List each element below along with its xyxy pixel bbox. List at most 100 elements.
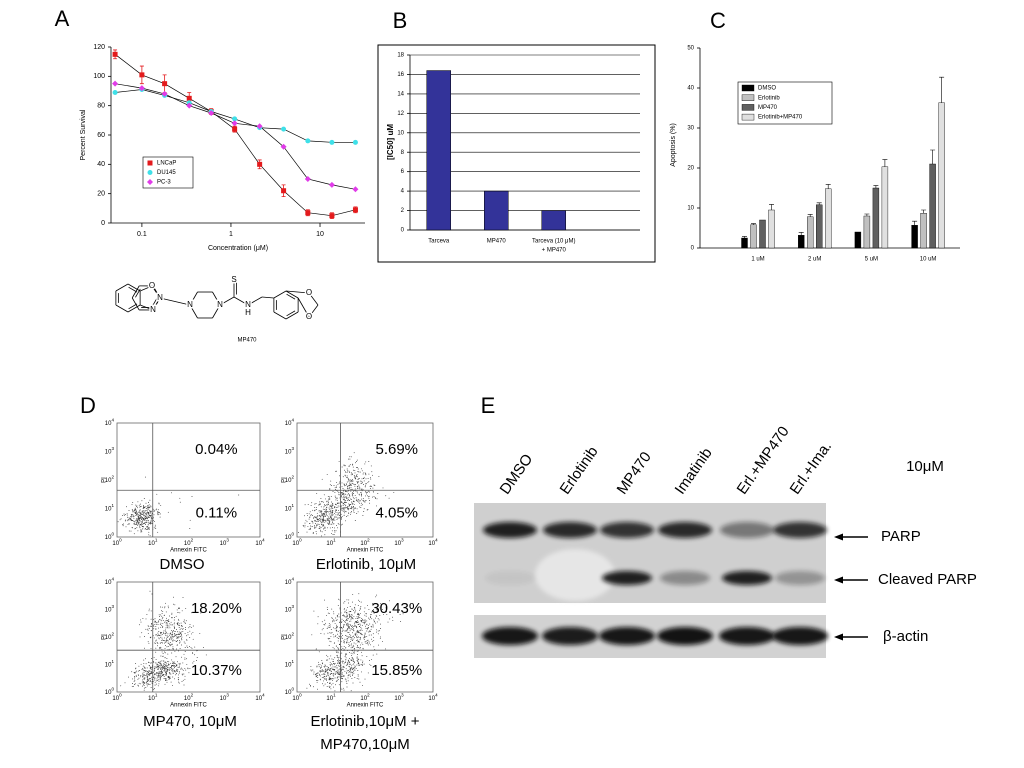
tick-base: 10 <box>326 541 333 547</box>
bond <box>127 283 141 292</box>
x-tick-label: 104 <box>255 538 265 547</box>
y-tick-label: 40 <box>97 161 105 168</box>
y-tick-label: 103 <box>285 604 295 613</box>
legend-swatch <box>741 113 755 121</box>
x-axis-label: Annexin FITC <box>347 703 384 709</box>
marker <box>232 126 238 132</box>
marker <box>257 161 263 167</box>
tick-exponent: 4 <box>291 577 294 582</box>
marker <box>328 181 335 188</box>
legend-entry: Erlotinib <box>741 94 780 101</box>
tick-exponent: 0 <box>111 532 114 537</box>
x-tick-label: 101 <box>148 693 158 702</box>
bar <box>911 224 918 249</box>
marker <box>352 139 358 145</box>
tick-base: 10 <box>428 696 435 702</box>
error-bar <box>912 220 918 226</box>
y-tick-label: 14 <box>397 91 404 97</box>
tick-exponent: 3 <box>291 446 294 451</box>
y-tick-label: 103 <box>105 446 115 455</box>
flow-plot-frame <box>296 422 434 538</box>
band <box>600 522 654 538</box>
bar <box>798 234 805 249</box>
atom: N <box>150 305 156 314</box>
y-tick-label: 103 <box>105 604 115 613</box>
tick-exponent: 1 <box>111 659 114 664</box>
x-tick-label: 10 <box>316 231 324 238</box>
marker <box>281 188 287 194</box>
marker <box>232 116 238 122</box>
flow-plot-frame <box>116 581 261 693</box>
bond <box>151 298 158 308</box>
tick-base: 10 <box>285 607 292 613</box>
legend-entry: MP470 <box>741 104 778 111</box>
y-tick-label: 100 <box>105 687 115 696</box>
tick-base: 10 <box>285 580 292 586</box>
y-tick-label: 100 <box>285 532 295 541</box>
x-tick-label: 101 <box>326 693 336 702</box>
bar <box>768 209 775 249</box>
band <box>775 571 825 585</box>
bar <box>881 166 889 249</box>
bond <box>115 283 129 292</box>
tick-base: 10 <box>285 421 292 427</box>
tick-exponent: 0 <box>299 693 302 698</box>
tick-exponent: 1 <box>291 503 294 508</box>
marker <box>147 179 153 185</box>
tick-exponent: 4 <box>262 693 265 698</box>
bar <box>863 215 871 249</box>
quadrant-percent: 15.85% <box>371 662 422 679</box>
tick-base: 10 <box>105 506 112 512</box>
band-label: β-actin <box>883 628 928 645</box>
atom: N <box>217 300 223 309</box>
legend-swatch <box>741 84 755 92</box>
x-tick-label: 101 <box>148 538 158 547</box>
legend-entry: LNCaP <box>147 160 176 167</box>
bond <box>159 297 191 306</box>
x-tick-label: 103 <box>220 538 230 547</box>
quadrant-percent: 0.11% <box>196 505 237 522</box>
x-tick-label: 103 <box>394 693 404 702</box>
tick-base: 10 <box>148 696 155 702</box>
y-tick-label: 0 <box>101 220 105 227</box>
marker <box>231 120 238 127</box>
x-tick-label: 103 <box>220 693 230 702</box>
tick-exponent: 2 <box>191 538 194 543</box>
y-tick-label: 0 <box>691 246 695 252</box>
y-tick-label: 100 <box>105 532 115 541</box>
bond <box>273 311 287 320</box>
tick-base: 10 <box>220 696 227 702</box>
band <box>542 627 598 645</box>
structure-name: MP470 <box>237 338 257 344</box>
series-line <box>114 54 356 217</box>
legend-swatch <box>741 104 755 111</box>
arrow-head <box>834 576 843 584</box>
tick-base: 10 <box>285 506 292 512</box>
tick-base: 10 <box>285 535 292 541</box>
tick-exponent: 4 <box>111 577 114 582</box>
marker <box>147 160 153 166</box>
tick-base: 10 <box>285 690 292 696</box>
y-tick-label: 8 <box>401 150 405 156</box>
error-bar <box>930 149 936 164</box>
tick-exponent: 3 <box>291 604 294 609</box>
band <box>483 522 537 538</box>
bar <box>484 190 509 231</box>
band <box>599 627 655 645</box>
legend-label: Erlotinib+MP470 <box>758 115 803 121</box>
flow-plot-frame <box>116 422 261 538</box>
y-tick-label: 120 <box>93 44 105 51</box>
x-tick-label: 1 <box>229 231 233 238</box>
error-bar <box>769 204 774 210</box>
panel-label: C <box>710 8 726 33</box>
x-axis-label: Annexin FITC <box>170 703 207 709</box>
tick-exponent: 1 <box>333 538 336 543</box>
arrow-head <box>834 533 843 541</box>
tick-base: 10 <box>220 541 227 547</box>
tick-exponent: 0 <box>119 538 122 543</box>
lane-label: Erl.+Ima. <box>787 438 836 497</box>
bond <box>135 288 141 298</box>
y-tick-label: 20 <box>687 166 694 172</box>
concentration-label: 10μM <box>906 458 944 475</box>
